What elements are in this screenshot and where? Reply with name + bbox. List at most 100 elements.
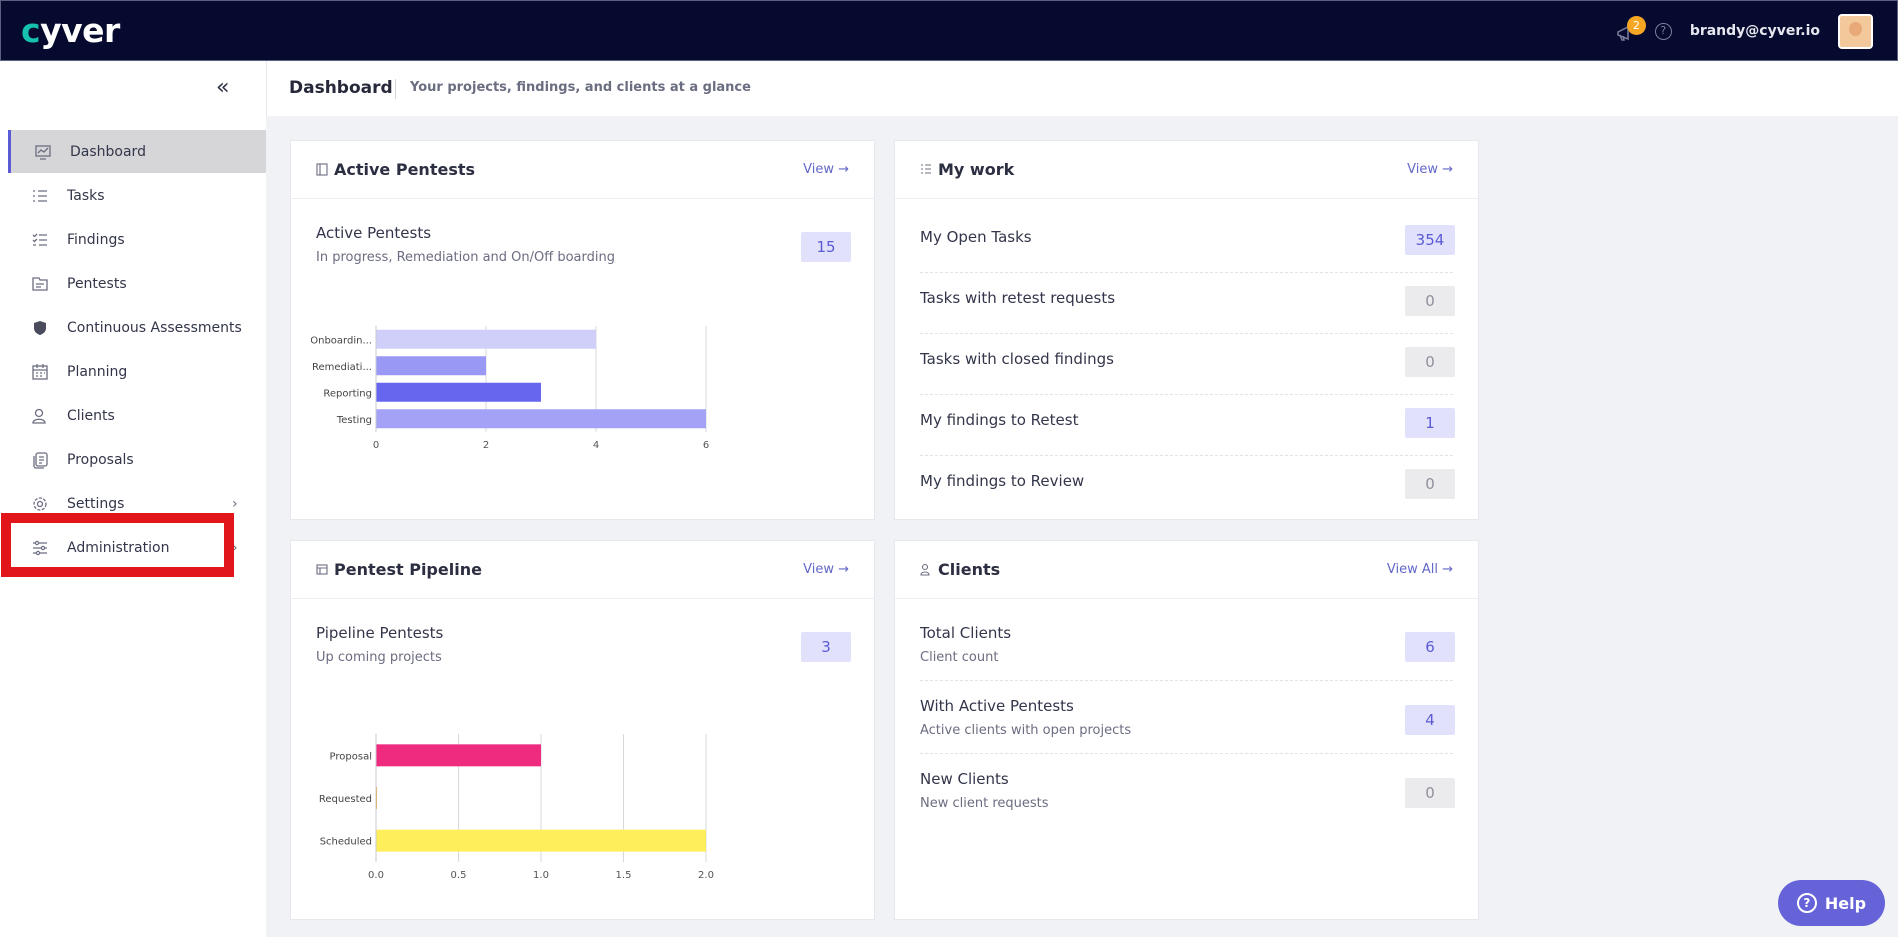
sidebar-item-tasks[interactable]: Tasks (8, 174, 266, 217)
title-separator (395, 79, 396, 99)
calendar-icon (31, 363, 49, 381)
gear-icon (31, 495, 49, 513)
y-tick-label: Remediati... (312, 362, 372, 373)
help-button[interactable]: ? Help (1778, 880, 1885, 926)
chevron-right-icon[interactable]: › (232, 539, 238, 556)
sidebar-item-continuous-assessments[interactable]: Continuous Assessments (8, 306, 266, 349)
findings-to-review-count: 0 (1405, 469, 1455, 499)
card-title: Pentest Pipeline (316, 560, 482, 579)
view-all-link[interactable]: View All → (1386, 562, 1453, 577)
x-tick-label: 6 (703, 440, 709, 451)
clients-icon (31, 407, 49, 425)
count-badge: 3 (801, 632, 851, 662)
card-header: Active Pentests View → (291, 141, 874, 199)
card-header: My work View → (895, 141, 1478, 199)
bar[interactable] (376, 329, 596, 349)
bar[interactable] (376, 356, 486, 376)
my-open-tasks-label: My Open Tasks (920, 228, 1032, 246)
page-title: Dashboard (289, 78, 393, 98)
sidebar-item-label: Dashboard (70, 143, 146, 160)
total-clients-label: Total Clients (920, 624, 1012, 642)
sidebar-item-planning[interactable]: Planning (8, 350, 266, 393)
new-clients-label: New Clients (920, 770, 1009, 788)
card-title: Active Pentests (316, 160, 475, 179)
active-pentests-card: Active Pentests View → Active Pentests I… (290, 140, 875, 520)
x-tick-label: 0.0 (368, 870, 384, 881)
shield-icon (31, 319, 49, 337)
notification-count-badge: 2 (1626, 16, 1646, 35)
y-tick-label: Proposal (330, 751, 372, 762)
count-badge: 15 (801, 232, 851, 262)
pipeline-bar-chart: 0.0 0.5 1.0 1.5 2.0 Proposal Requested Schedule… (319, 734, 714, 881)
sidebar-item-label: Administration (67, 539, 170, 556)
findings-to-review-label: My findings to Review (920, 472, 1085, 490)
sidebar-item-label: Pentests (67, 275, 127, 292)
view-link[interactable]: View → (803, 562, 849, 577)
clients-icon (920, 563, 930, 576)
cyver-logo[interactable]: cyver (21, 11, 120, 50)
sidebar-item-label: Planning (67, 363, 128, 380)
help-icon[interactable]: ? (1654, 22, 1672, 40)
collapse-sidebar-icon[interactable]: « (216, 75, 230, 100)
row-divider (920, 680, 1453, 681)
x-tick-label: 2 (483, 440, 489, 451)
stat-label: Active Pentests (316, 224, 432, 242)
sidebar-item-findings[interactable]: Findings (8, 218, 266, 261)
bar[interactable] (376, 744, 541, 767)
user-email[interactable]: brandy@cyver.io (1689, 23, 1820, 39)
view-link[interactable]: View → (1407, 162, 1453, 177)
view-link[interactable]: View → (803, 162, 849, 177)
stat-description: In progress, Remediation and On/Off boar… (316, 250, 615, 265)
card-title: Clients (920, 560, 1000, 579)
row-divider (920, 455, 1453, 456)
sidebar-item-label: Findings (67, 231, 125, 248)
dashboard-icon (34, 143, 52, 161)
total-clients-description: Client count (920, 650, 999, 665)
findings-to-retest-label: My findings to Retest (920, 411, 1079, 429)
megaphone-icon (1617, 25, 1629, 41)
pentest-pipeline-card: Pentest Pipeline View → Pipeline Pentest… (290, 540, 875, 920)
row-divider (920, 272, 1453, 273)
chevron-right-icon[interactable]: › (232, 495, 238, 512)
clients-card: Clients View All → Total Clients Client … (894, 540, 1479, 920)
sidebar-item-clients[interactable]: Clients (8, 394, 266, 437)
proposals-icon (31, 451, 49, 469)
sidebar-item-label: Continuous Assessments (67, 319, 242, 336)
closed-findings-count: 0 (1405, 347, 1455, 377)
stat-label: Pipeline Pentests (316, 624, 444, 642)
x-tick-label: 0.5 (451, 870, 467, 881)
sidebar-item-settings[interactable]: Settings › (8, 482, 266, 525)
sidebar: Dashboard Tasks Findings Pentests Contin… (0, 116, 266, 937)
active-pentests-bar-chart: 0 2 4 6 Onboardin... Remediati... Reporting Tes… (311, 326, 709, 451)
book-icon (316, 163, 328, 176)
list-icon (921, 164, 931, 174)
y-tick-label: Requested (319, 794, 372, 805)
x-tick-label: 4 (593, 440, 599, 451)
notifications-button[interactable]: 2 (1615, 16, 1646, 42)
new-clients-count: 0 (1405, 778, 1455, 808)
sidebar-item-proposals[interactable]: Proposals (8, 438, 266, 481)
page-subtitle: Your projects, findings, and clients at … (410, 80, 751, 95)
sidebar-item-pentests[interactable]: Pentests (8, 262, 266, 305)
x-tick-label: 0 (373, 440, 379, 451)
row-divider (920, 394, 1453, 395)
sliders-icon (31, 539, 49, 557)
sidebar-item-administration[interactable]: Administration › (8, 526, 266, 569)
sidebar-item-dashboard[interactable]: Dashboard (8, 130, 266, 173)
x-tick-label: 1.5 (616, 870, 632, 881)
y-tick-label: Reporting (323, 388, 372, 399)
my-open-tasks-count: 354 (1405, 225, 1455, 255)
retest-requests-count: 0 (1405, 286, 1455, 316)
x-tick-label: 2.0 (698, 870, 714, 881)
page-header: « Dashboard Your projects, findings, and… (0, 61, 1898, 116)
bar[interactable] (376, 829, 706, 852)
card-header: Clients View All → (895, 541, 1478, 599)
pipeline-icon (316, 564, 328, 575)
bar[interactable] (376, 382, 541, 402)
avatar[interactable] (1838, 13, 1873, 49)
y-tick-label: Onboardin... (311, 335, 372, 346)
card-title: My work (920, 160, 1014, 179)
x-tick-label: 1.0 (533, 870, 549, 881)
bar[interactable] (376, 409, 706, 429)
highlight-annotation-box (1, 513, 234, 577)
